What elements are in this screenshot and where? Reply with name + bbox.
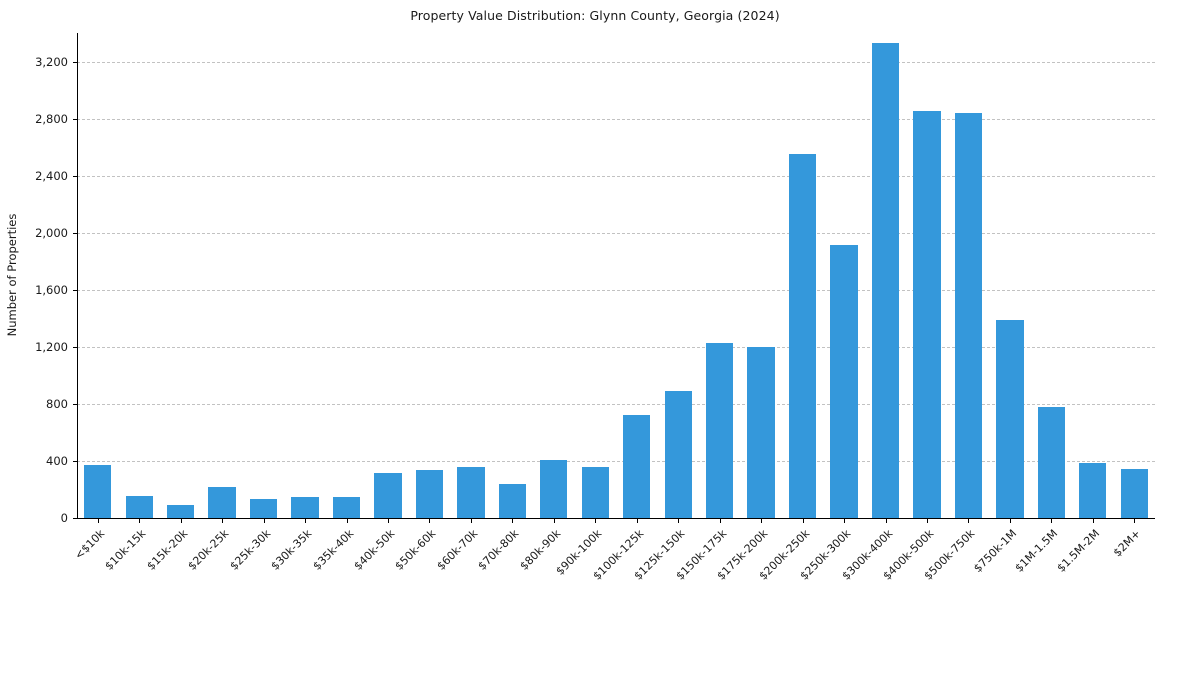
x-axis-spine (77, 518, 1155, 519)
gridline (77, 175, 1155, 177)
bar[interactable] (954, 112, 983, 518)
x-tick-mark (263, 518, 265, 523)
bar[interactable] (457, 466, 485, 518)
bar[interactable] (166, 505, 195, 518)
x-tick-mark (926, 518, 928, 523)
x-tick-mark (678, 518, 680, 523)
bar[interactable] (1037, 407, 1066, 518)
bar[interactable] (125, 495, 153, 518)
bar[interactable] (1079, 463, 1107, 518)
bar[interactable] (913, 111, 941, 518)
x-tick-mark (180, 518, 182, 523)
x-tick-mark (1009, 518, 1011, 523)
x-tick-mark (305, 518, 307, 523)
bar[interactable] (788, 153, 817, 518)
y-tick-label: 800 (46, 396, 68, 411)
x-tick-mark (761, 518, 763, 523)
x-tick-mark (802, 518, 804, 523)
x-tick-mark (429, 518, 431, 523)
chart-title: Property Value Distribution: Glynn Count… (410, 8, 780, 23)
x-tick-mark (97, 518, 99, 523)
gridline (77, 289, 1155, 291)
bar[interactable] (664, 391, 692, 518)
y-tick-label: 2,800 (35, 111, 68, 126)
x-tick-mark (885, 518, 887, 523)
bar-series (77, 33, 1155, 518)
bar[interactable] (249, 499, 278, 518)
y-tick-label: 0 (60, 511, 68, 525)
bar[interactable] (498, 483, 527, 518)
y-tick-mark (73, 175, 77, 177)
gridline (77, 346, 1155, 348)
bar[interactable] (540, 460, 568, 518)
y-tick-mark (73, 460, 77, 462)
y-axis-ticks: 0 400 800 1,200 1,600 2,000 2,400 2,800 3,200 (35, 54, 77, 525)
x-tick-mark (470, 518, 472, 523)
x-tick-mark (636, 518, 638, 523)
y-tick-label: 2,400 (35, 168, 68, 183)
y-tick-label: 1,200 (35, 339, 68, 354)
bar[interactable] (581, 467, 609, 518)
bar[interactable] (374, 473, 402, 518)
bar[interactable] (871, 43, 900, 518)
y-tick-label: 400 (46, 453, 68, 468)
x-tick-mark (346, 518, 348, 523)
bar[interactable] (705, 343, 734, 518)
y-tick-mark (73, 346, 77, 348)
gridline (77, 61, 1155, 63)
bar[interactable] (830, 244, 858, 518)
y-tick-label: 3,200 (35, 54, 68, 69)
y-tick-mark (73, 403, 77, 405)
x-tick-mark (1092, 518, 1094, 523)
y-tick-mark (73, 518, 77, 519)
bar[interactable] (623, 415, 651, 518)
x-tick-mark (139, 518, 141, 523)
gridline (77, 403, 1155, 405)
chart-figure: Property Value Distribution: Glynn Count… (5, 8, 1155, 583)
x-tick-mark (844, 518, 846, 523)
x-tick-mark (387, 518, 389, 523)
gridline (77, 232, 1155, 234)
gridline (77, 118, 1155, 120)
plot-area (77, 33, 1155, 518)
x-tick-mark (1134, 518, 1136, 523)
y-tick-mark (73, 232, 77, 234)
x-tick-mark (222, 518, 224, 523)
bar[interactable] (747, 346, 775, 518)
bar[interactable] (1120, 468, 1148, 518)
x-tick-mark (968, 518, 970, 523)
bar[interactable] (291, 496, 319, 518)
gridlines (77, 33, 1155, 518)
x-tick-mark (719, 518, 721, 523)
y-tick-mark (73, 61, 77, 63)
y-axis-spine (77, 33, 78, 519)
y-tick-mark (73, 118, 77, 120)
gridline (77, 460, 1155, 462)
bar[interactable] (332, 496, 361, 518)
bar[interactable] (208, 486, 236, 518)
y-tick-mark (73, 289, 77, 291)
x-tick-mark (595, 518, 597, 523)
x-tick-mark (1051, 518, 1053, 523)
bar[interactable] (84, 465, 112, 518)
y-tick-label: 2,000 (35, 225, 68, 240)
bar[interactable] (415, 470, 444, 518)
x-tick-mark (512, 518, 514, 523)
y-tick-label: 1,600 (35, 282, 68, 297)
x-tick-mark (553, 518, 555, 523)
bar[interactable] (996, 320, 1024, 518)
